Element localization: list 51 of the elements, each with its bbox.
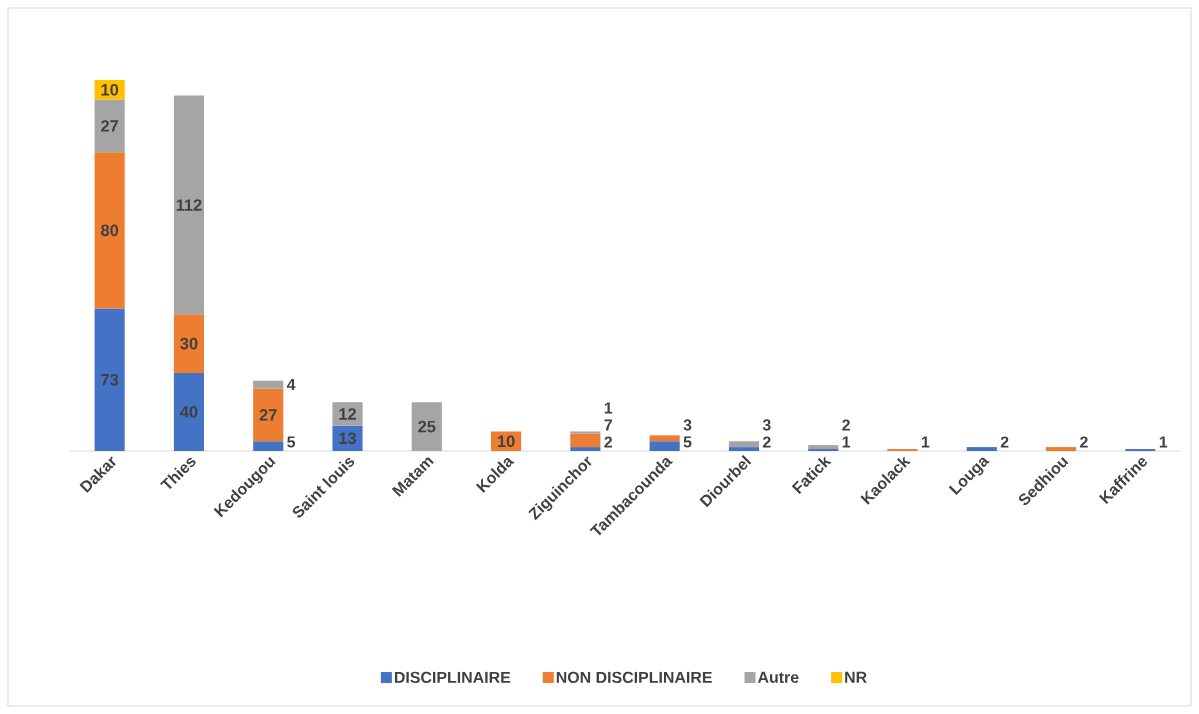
legend-label: DISCIPLINAIRE: [394, 671, 511, 684]
data-label: 5: [683, 436, 692, 448]
data-label: 27: [259, 409, 277, 421]
bar: [173, 95, 204, 315]
bar: [1046, 447, 1077, 451]
data-label: 7: [604, 419, 612, 431]
data-label: 10: [497, 435, 515, 448]
data-label: 73: [101, 373, 119, 386]
bar: [173, 314, 204, 373]
bar: [411, 402, 442, 451]
data-label: 1: [842, 436, 851, 448]
data-label: 10: [101, 83, 119, 96]
data-label: 27: [101, 120, 119, 132]
bar: [808, 445, 839, 450]
data-label: 2: [1080, 436, 1088, 448]
bar: [94, 308, 125, 451]
data-label: 1: [1159, 436, 1168, 448]
bar: [649, 435, 680, 442]
bar: [253, 441, 284, 451]
bar: [94, 152, 125, 309]
data-label: 2: [842, 419, 850, 431]
data-label: 40: [180, 406, 198, 418]
data-label: 4: [286, 379, 296, 391]
data-label: 30: [180, 337, 198, 350]
data-label: 13: [339, 432, 357, 445]
bar: [253, 388, 284, 442]
data-label: 112: [176, 199, 202, 211]
data-label: 2: [604, 436, 613, 448]
legend-label: NR: [845, 671, 867, 683]
data-label: 2: [762, 436, 771, 448]
bar: [94, 99, 125, 153]
legend-label: NON DISCIPLINAIRE: [556, 671, 712, 684]
data-label: 80: [101, 224, 119, 237]
data-label: 25: [418, 420, 436, 433]
bar: [570, 433, 601, 448]
data-label: 12: [339, 408, 356, 420]
bar: [332, 402, 363, 426]
bar: [649, 441, 680, 451]
data-label: 3: [762, 419, 771, 431]
data-label: 2: [1000, 436, 1009, 448]
bar: [253, 380, 284, 389]
data-label: 3: [683, 419, 692, 431]
bar: [728, 441, 759, 448]
bar: [728, 447, 759, 451]
bar: [173, 372, 204, 451]
legend-label: Autre: [757, 671, 799, 683]
data-label: 1: [921, 436, 930, 448]
data-label: 5: [287, 436, 296, 448]
bar: [966, 447, 997, 451]
bar: [570, 447, 601, 451]
data-label: 1: [604, 402, 613, 414]
